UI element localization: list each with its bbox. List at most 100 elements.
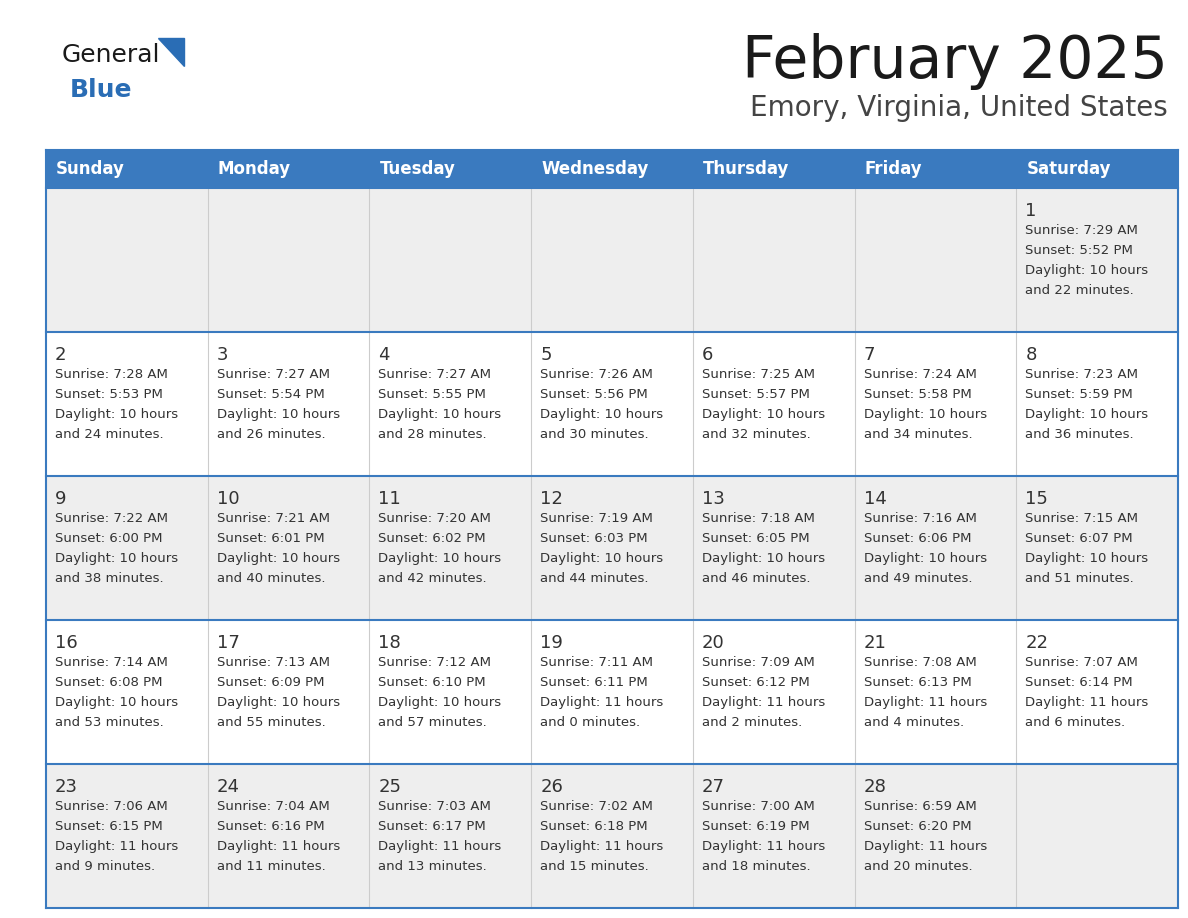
Text: 22: 22 [1025,634,1048,652]
Text: Sunday: Sunday [56,160,125,178]
Bar [46,188,1178,332]
Text: Sunrise: 7:00 AM: Sunrise: 7:00 AM [702,800,815,813]
Text: Daylight: 10 hours: Daylight: 10 hours [541,408,663,421]
Text: Daylight: 10 hours: Daylight: 10 hours [379,696,501,709]
Text: and 51 minutes.: and 51 minutes. [1025,572,1135,585]
Text: Sunrise: 7:24 AM: Sunrise: 7:24 AM [864,368,977,381]
Text: Monday: Monday [217,160,291,178]
Text: Sunset: 5:55 PM: Sunset: 5:55 PM [379,388,486,401]
Text: Sunrise: 7:08 AM: Sunrise: 7:08 AM [864,656,977,669]
Text: and 44 minutes.: and 44 minutes. [541,572,649,585]
Text: Daylight: 11 hours: Daylight: 11 hours [55,840,178,853]
Text: Sunset: 6:16 PM: Sunset: 6:16 PM [216,820,324,833]
Text: 28: 28 [864,778,886,796]
Text: and 53 minutes.: and 53 minutes. [55,716,164,729]
Text: Daylight: 11 hours: Daylight: 11 hours [216,840,340,853]
Text: 6: 6 [702,346,713,364]
Text: and 6 minutes.: and 6 minutes. [1025,716,1125,729]
Text: Sunrise: 7:22 AM: Sunrise: 7:22 AM [55,512,168,525]
Text: Sunset: 6:05 PM: Sunset: 6:05 PM [702,532,809,545]
Text: Wednesday: Wednesday [542,160,649,178]
Text: Daylight: 11 hours: Daylight: 11 hours [702,840,826,853]
Text: Daylight: 10 hours: Daylight: 10 hours [864,408,987,421]
Text: Daylight: 10 hours: Daylight: 10 hours [379,408,501,421]
Text: and 28 minutes.: and 28 minutes. [379,428,487,441]
Text: and 32 minutes.: and 32 minutes. [702,428,810,441]
Text: Sunrise: 7:16 AM: Sunrise: 7:16 AM [864,512,977,525]
Text: Sunset: 6:19 PM: Sunset: 6:19 PM [702,820,809,833]
Text: 17: 17 [216,634,240,652]
Text: and 13 minutes.: and 13 minutes. [379,860,487,873]
Polygon shape [158,38,184,66]
Text: and 24 minutes.: and 24 minutes. [55,428,164,441]
Text: Sunrise: 7:25 AM: Sunrise: 7:25 AM [702,368,815,381]
Text: 15: 15 [1025,490,1048,508]
Text: and 11 minutes.: and 11 minutes. [216,860,326,873]
Text: and 22 minutes.: and 22 minutes. [1025,284,1135,297]
Text: Sunrise: 7:07 AM: Sunrise: 7:07 AM [1025,656,1138,669]
Text: Daylight: 10 hours: Daylight: 10 hours [541,552,663,565]
Text: Sunset: 5:57 PM: Sunset: 5:57 PM [702,388,810,401]
Text: Sunset: 6:18 PM: Sunset: 6:18 PM [541,820,647,833]
Text: Sunset: 6:20 PM: Sunset: 6:20 PM [864,820,972,833]
Text: Saturday: Saturday [1026,160,1111,178]
Text: Sunrise: 7:15 AM: Sunrise: 7:15 AM [1025,512,1138,525]
Text: Sunrise: 7:09 AM: Sunrise: 7:09 AM [702,656,815,669]
Text: 11: 11 [379,490,402,508]
Text: 8: 8 [1025,346,1037,364]
Text: Daylight: 11 hours: Daylight: 11 hours [702,696,826,709]
Text: Daylight: 11 hours: Daylight: 11 hours [541,696,663,709]
Bar [46,620,1178,764]
Text: Sunset: 6:03 PM: Sunset: 6:03 PM [541,532,647,545]
Text: Friday: Friday [865,160,922,178]
Text: Sunset: 6:09 PM: Sunset: 6:09 PM [216,676,324,689]
Text: Sunrise: 7:14 AM: Sunrise: 7:14 AM [55,656,168,669]
Text: General: General [62,43,160,67]
Text: Sunset: 6:10 PM: Sunset: 6:10 PM [379,676,486,689]
Text: Sunset: 6:12 PM: Sunset: 6:12 PM [702,676,809,689]
Text: Emory, Virginia, United States: Emory, Virginia, United States [751,94,1168,122]
Text: Daylight: 10 hours: Daylight: 10 hours [1025,264,1149,277]
Text: Daylight: 10 hours: Daylight: 10 hours [216,696,340,709]
Text: 1: 1 [1025,202,1037,220]
Text: Sunset: 6:17 PM: Sunset: 6:17 PM [379,820,486,833]
Text: 16: 16 [55,634,77,652]
Text: Sunset: 6:08 PM: Sunset: 6:08 PM [55,676,163,689]
Text: 26: 26 [541,778,563,796]
Text: Sunrise: 7:20 AM: Sunrise: 7:20 AM [379,512,492,525]
Text: Daylight: 11 hours: Daylight: 11 hours [541,840,663,853]
Text: and 18 minutes.: and 18 minutes. [702,860,810,873]
Text: Sunrise: 7:23 AM: Sunrise: 7:23 AM [1025,368,1138,381]
Text: Daylight: 10 hours: Daylight: 10 hours [216,552,340,565]
Text: Sunrise: 7:27 AM: Sunrise: 7:27 AM [216,368,330,381]
Text: and 40 minutes.: and 40 minutes. [216,572,326,585]
Text: and 26 minutes.: and 26 minutes. [216,428,326,441]
Text: 25: 25 [379,778,402,796]
Text: and 30 minutes.: and 30 minutes. [541,428,649,441]
Text: and 46 minutes.: and 46 minutes. [702,572,810,585]
Text: and 49 minutes.: and 49 minutes. [864,572,972,585]
Text: 14: 14 [864,490,886,508]
Text: Sunrise: 7:02 AM: Sunrise: 7:02 AM [541,800,653,813]
Bar [46,150,1178,188]
Text: Sunrise: 6:59 AM: Sunrise: 6:59 AM [864,800,977,813]
Text: Sunrise: 7:11 AM: Sunrise: 7:11 AM [541,656,653,669]
Text: Sunrise: 7:27 AM: Sunrise: 7:27 AM [379,368,492,381]
Text: and 20 minutes.: and 20 minutes. [864,860,972,873]
Text: Blue: Blue [70,78,133,102]
Text: Sunset: 6:00 PM: Sunset: 6:00 PM [55,532,163,545]
Text: 10: 10 [216,490,239,508]
Text: Sunrise: 7:13 AM: Sunrise: 7:13 AM [216,656,330,669]
Text: Tuesday: Tuesday [379,160,455,178]
Text: Daylight: 10 hours: Daylight: 10 hours [702,552,824,565]
Text: Sunrise: 7:21 AM: Sunrise: 7:21 AM [216,512,330,525]
Text: Sunrise: 7:19 AM: Sunrise: 7:19 AM [541,512,653,525]
Text: Daylight: 11 hours: Daylight: 11 hours [379,840,501,853]
Text: Sunset: 6:11 PM: Sunset: 6:11 PM [541,676,647,689]
Text: 7: 7 [864,346,876,364]
Bar [46,764,1178,908]
Text: 18: 18 [379,634,402,652]
Text: Daylight: 10 hours: Daylight: 10 hours [55,552,178,565]
Text: 27: 27 [702,778,725,796]
Bar [46,476,1178,620]
